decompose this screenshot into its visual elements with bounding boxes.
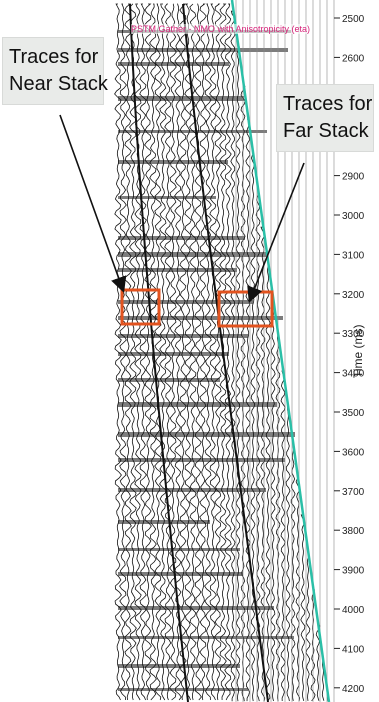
- time-tick-label: 3300: [342, 329, 365, 340]
- time-tick-label: 3800: [342, 526, 365, 537]
- mute-line: [230, 0, 331, 702]
- time-tick-label: 4000: [342, 605, 365, 616]
- reflection-event: [118, 458, 285, 462]
- time-axis-title: Time (ms): [351, 324, 365, 378]
- reflection-event: [118, 520, 210, 524]
- reflection-event: [118, 252, 266, 257]
- reflection-event: [118, 636, 294, 639]
- time-tick-label: 3600: [342, 447, 365, 458]
- far-stack-label-line-1: Traces for: [283, 93, 373, 115]
- reflection-event: [118, 378, 220, 382]
- reflection-event: [118, 488, 266, 492]
- time-tick-label: 3400: [342, 369, 365, 380]
- time-tick-label: 3700: [342, 487, 365, 498]
- far-stack-highlight-box: [217, 290, 274, 328]
- near-stack-arrow: [59, 114, 127, 294]
- moveout-curve-near: [129, 3, 189, 702]
- reflection-event: [118, 664, 240, 668]
- reflection-event: [118, 402, 277, 407]
- time-tick-label: 2500: [342, 14, 365, 25]
- reflection-event: [118, 196, 216, 199]
- time-tick-label: 4100: [342, 644, 365, 655]
- reflection-event: [118, 62, 229, 66]
- reflection-event: [118, 300, 253, 304]
- time-tick-label: 4200: [342, 684, 365, 695]
- near-stack-label: Traces for Near Stack: [3, 38, 108, 104]
- reflection-event: [118, 316, 283, 320]
- seismic-traces-panel: [114, 3, 329, 702]
- reflection-event: [118, 130, 267, 133]
- time-tick-label: 3500: [342, 408, 365, 419]
- reflection-event: [118, 548, 240, 551]
- time-tick-label: 3900: [342, 566, 365, 577]
- reflection-event: [118, 572, 243, 576]
- time-tick-label: 3100: [342, 250, 365, 261]
- seismic-wiggle-traces: [114, 3, 329, 702]
- time-tick-label: 3000: [342, 211, 365, 222]
- reflection-event: [118, 688, 248, 691]
- reflection-event: [118, 268, 237, 272]
- gather-title: PSTM Gather - NMO with Anisotropicity (e…: [131, 24, 311, 34]
- reflection-event: [118, 334, 248, 338]
- reflection-event: [118, 352, 229, 356]
- reflection-event: [118, 236, 245, 240]
- far-stack-label-line-2: Far Stack: [283, 120, 369, 142]
- time-tick-label: 3200: [342, 290, 365, 301]
- time-tick-label: 2900: [342, 172, 365, 183]
- reflection-event: [118, 48, 288, 52]
- far-stack-label: Traces for Far Stack: [277, 85, 373, 151]
- near-stack-highlight-box: [120, 288, 161, 326]
- far-stack-arrow: [247, 162, 305, 303]
- reflection-event: [118, 96, 244, 101]
- near-stack-label-line-1: Traces for: [9, 46, 99, 68]
- reflection-event: [118, 432, 295, 437]
- reflection-event: [118, 160, 228, 164]
- reflection-event: [118, 606, 274, 610]
- near-stack-label-line-2: Near Stack: [9, 73, 108, 95]
- time-tick-label: 2600: [342, 53, 365, 64]
